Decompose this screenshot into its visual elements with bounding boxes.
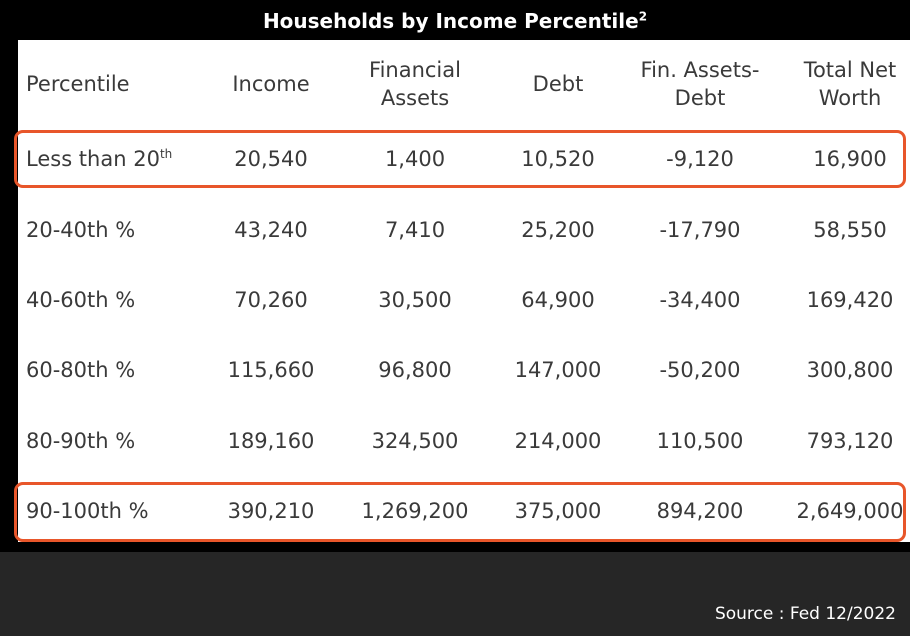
column-header: Debt: [506, 70, 610, 98]
column-header-line: Assets: [380, 86, 450, 110]
cell-financial-assets: 324,500: [371, 428, 459, 453]
cell-debt: 10,520: [521, 147, 595, 172]
header-row: Percentile Income Financial Assets Debt Fin. …: [18, 52, 910, 116]
table-row: 20-40th % 43,240 7,410 25,200 -17,790 58,550: [18, 194, 910, 264]
cell-total-net-worth: 169,420: [806, 287, 894, 312]
column-header: Fin. Assets- Debt: [610, 56, 790, 112]
cell-income: 189,160: [227, 428, 315, 453]
column-header: Income: [218, 70, 324, 98]
table-row: 40-60th % 70,260 30,500 64,900 -34,400 169,42…: [18, 265, 910, 335]
table-row: 90-100th % 390,210 1,269,200 375,000 894,200…: [18, 476, 910, 546]
column-header: Percentile: [18, 70, 218, 98]
row-label: 40-60th %: [18, 288, 218, 312]
cell-total-net-worth: 58,550: [813, 217, 887, 242]
cell-income: 115,660: [227, 358, 315, 383]
table-title-text: Households by Income Percentile: [262, 9, 639, 33]
row-label: 60-80th %: [18, 358, 218, 382]
table-body-area: [18, 40, 910, 542]
row-label-text: 20-40th %: [26, 217, 136, 242]
column-header-line: Income: [232, 72, 310, 96]
table-row: Less than 20th 20,540 1,400 10,520 -9,120 16,…: [18, 124, 910, 194]
row-label-text: 80-90th %: [26, 428, 136, 453]
cell-fin-assets-minus-debt: -17,790: [659, 217, 741, 242]
column-header-line: Debt: [532, 72, 584, 96]
row-label-text: Less than 20: [26, 147, 160, 172]
cell-debt: 214,000: [514, 428, 602, 453]
cell-fin-assets-minus-debt: -34,400: [659, 287, 741, 312]
table-row: 60-80th % 115,660 96,800 147,000 -50,200 300,…: [18, 335, 910, 405]
row-label: 90-100th %: [18, 499, 218, 523]
cell-debt: 147,000: [514, 358, 602, 383]
cell-fin-assets-minus-debt: 894,200: [656, 499, 744, 524]
cell-total-net-worth: 16,900: [813, 147, 887, 172]
cell-debt: 375,000: [514, 499, 602, 524]
column-header-line: Worth: [818, 86, 882, 110]
cell-total-net-worth: 2,649,000: [796, 499, 904, 524]
cell-fin-assets-minus-debt: 110,500: [656, 428, 744, 453]
cell-income: 70,260: [234, 287, 308, 312]
cell-financial-assets: 7,410: [384, 217, 446, 242]
cell-financial-assets: 96,800: [378, 358, 452, 383]
table-title: Households by Income Percentile2: [0, 2, 910, 40]
column-header-line: Debt: [674, 86, 726, 110]
column-header-line: Percentile: [26, 72, 130, 96]
row-label-text: 60-80th %: [26, 358, 136, 383]
column-header-line: Financial: [369, 58, 461, 82]
row-label-superscript: th: [159, 147, 173, 162]
column-header: Financial Assets: [324, 56, 506, 112]
row-label: Less than 20th: [18, 147, 218, 171]
cell-income: 390,210: [227, 499, 315, 524]
cell-financial-assets: 1,400: [384, 147, 446, 172]
column-header-line: Total Net: [803, 58, 897, 82]
row-highlight-outline: [14, 482, 906, 543]
cell-debt: 25,200: [521, 217, 595, 242]
column-header: Total Net Worth: [790, 56, 910, 112]
cell-financial-assets: 30,500: [378, 287, 452, 312]
cell-debt: 64,900: [521, 287, 595, 312]
cell-fin-assets-minus-debt: -9,120: [666, 147, 734, 172]
cell-financial-assets: 1,269,200: [361, 499, 469, 524]
row-highlight-outline: [14, 130, 906, 189]
table-panel: Households by Income Percentile2: [0, 0, 910, 552]
cell-income: 43,240: [234, 217, 308, 242]
table-row: 80-90th % 189,160 324,500 214,000 110,500 793…: [18, 406, 910, 476]
row-label: 80-90th %: [18, 429, 218, 453]
source-note: Source : Fed 12/2022: [714, 604, 896, 624]
cell-fin-assets-minus-debt: -50,200: [659, 358, 741, 383]
row-label-text: 40-60th %: [26, 287, 136, 312]
cell-total-net-worth: 300,800: [806, 358, 894, 383]
row-label: 20-40th %: [18, 218, 218, 242]
column-header-line: Fin. Assets-: [640, 58, 760, 82]
title-superscript: 2: [638, 9, 648, 24]
cell-income: 20,540: [234, 147, 308, 172]
row-label-text: 90-100th %: [26, 499, 149, 524]
cell-total-net-worth: 793,120: [806, 428, 894, 453]
